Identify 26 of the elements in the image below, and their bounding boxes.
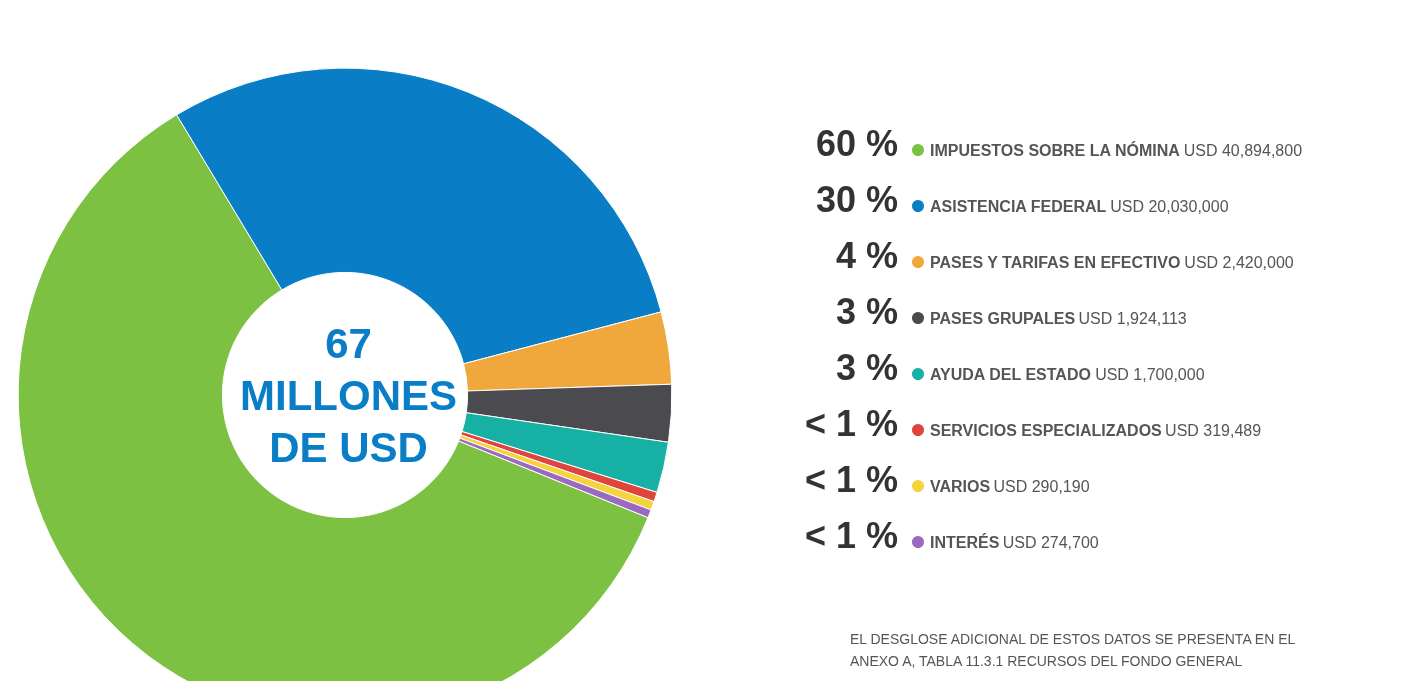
data-label: USD 20,030,000	[1110, 197, 1229, 215]
legend-label: IMPUESTOS SOBRE LA NÓMINA	[930, 140, 1181, 159]
legend-label: ASISTENCIA FEDERAL	[930, 197, 1107, 215]
data-label: USD 290,190	[993, 477, 1090, 495]
text: 60 %	[815, 122, 898, 164]
data-label: USD 274,700	[1002, 533, 1099, 551]
text: 4 %	[835, 234, 898, 276]
text: 3 %	[835, 290, 898, 332]
data-label: USD 40,894,800	[1183, 141, 1303, 159]
text: < 1 %	[804, 458, 898, 500]
legend-label: PASES Y TARIFAS EN EFECTIVO	[930, 253, 1181, 271]
text: 30 %	[815, 178, 898, 220]
data-label: USD 1,700,000	[1095, 365, 1205, 383]
text: < 1 %	[804, 402, 898, 444]
legend-label: VARIOS	[930, 477, 991, 495]
text: 67 MILLONES DE USD	[240, 319, 457, 471]
text: 3 %	[835, 346, 898, 388]
legend-label: INTERÉS	[930, 532, 1000, 551]
legend-label: PASES GRUPALES	[930, 309, 1076, 327]
text: EL DESGLOSE ADICIONAL DE ESTOS DATOS SE PRESENTA EN EL ANEXO A, TABLA 11.3.1 RECURSOS DEL FONDO GENERAL	[850, 631, 1296, 669]
legend-label: AYUDA DEL ESTADO	[930, 365, 1091, 383]
legend-label: SERVICIOS ESPECIALIZADOS	[930, 421, 1163, 439]
data-label: USD 319,489	[1165, 421, 1262, 439]
data-label: USD 1,924,113	[1078, 309, 1187, 327]
data-label: USD 2,420,000	[1184, 253, 1294, 271]
text: < 1 %	[804, 514, 898, 556]
